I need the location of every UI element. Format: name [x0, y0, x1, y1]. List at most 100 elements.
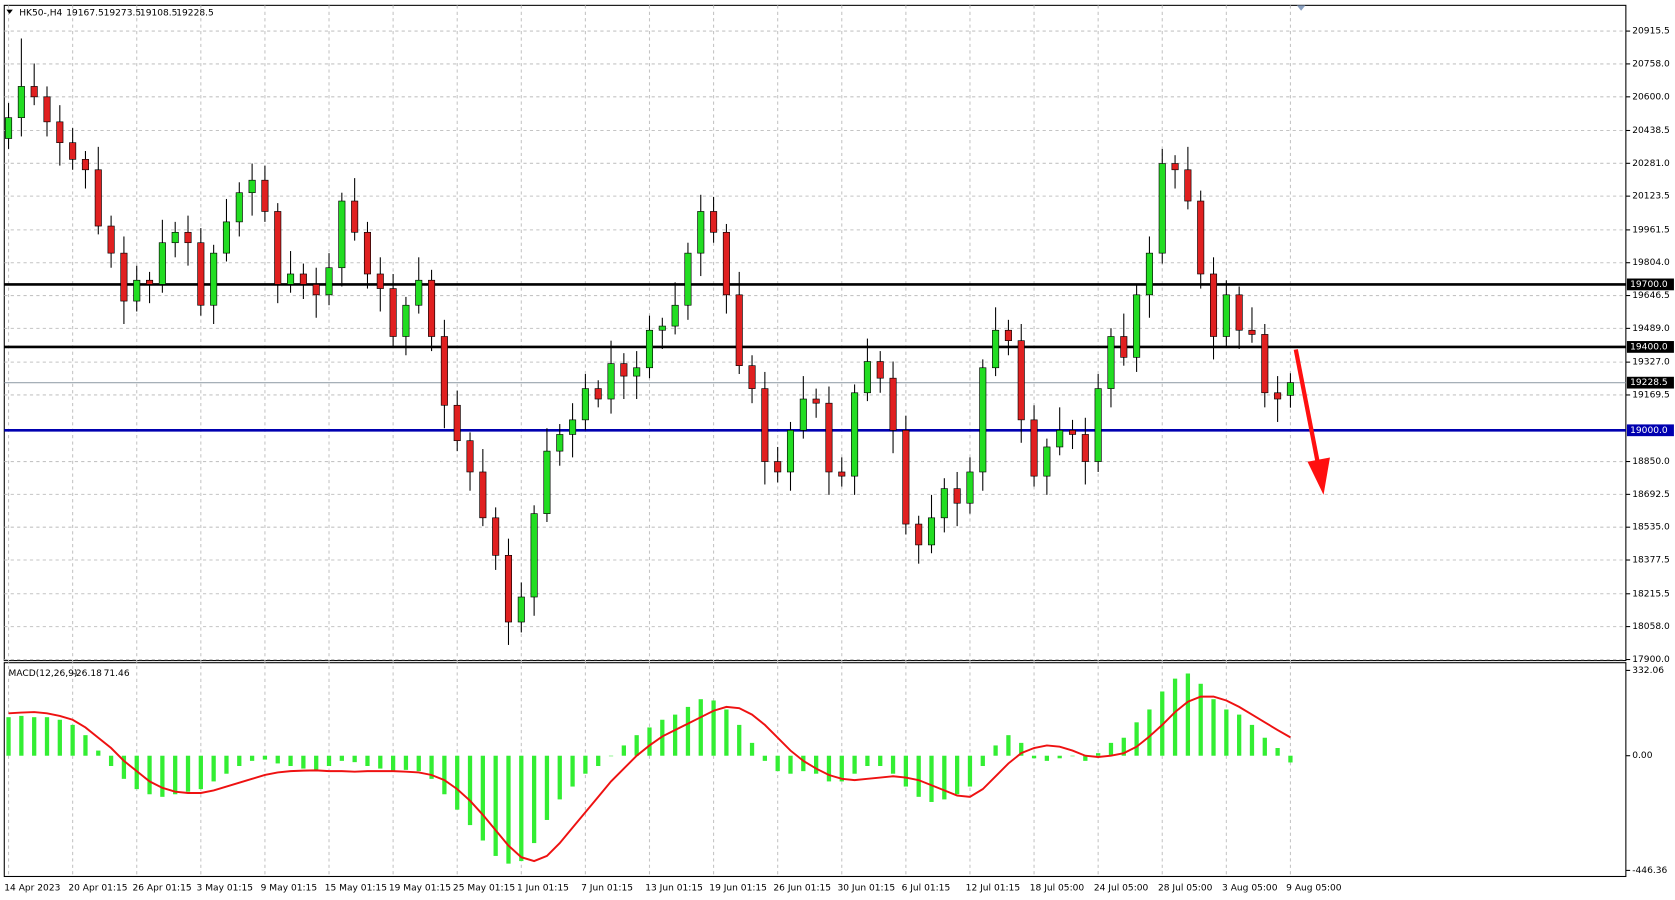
candle-body	[851, 392, 859, 477]
level-label-box	[1626, 341, 1674, 353]
x-tick-label: 9 Aug 05:00	[1286, 884, 1342, 894]
candle-body	[1120, 336, 1128, 358]
last-price-label: 19228.5	[1630, 378, 1668, 388]
macd-bar	[1108, 742, 1114, 756]
candle-body	[581, 388, 589, 421]
candle-body	[517, 596, 525, 623]
candle-body	[197, 242, 205, 306]
candle-body	[966, 471, 974, 504]
macd-bar	[865, 755, 870, 766]
macd-bar	[724, 709, 729, 756]
macd-bar	[570, 755, 575, 787]
y-tick-label: 19169.5	[1632, 390, 1670, 400]
macd-bar	[403, 755, 409, 770]
candle-body	[1197, 200, 1205, 275]
candle-body	[607, 363, 615, 400]
candle-body	[1209, 273, 1218, 337]
macd-bar	[455, 755, 460, 810]
candle-body	[30, 86, 38, 98]
candle-body	[287, 273, 295, 285]
shift-marker	[1296, 5, 1306, 11]
macd-bar	[442, 755, 447, 795]
candle-body	[1043, 446, 1051, 477]
candle-body	[927, 517, 936, 546]
candle-body	[530, 513, 538, 598]
candle-body	[825, 402, 833, 473]
macd-bar	[160, 755, 165, 797]
x-tick-label: 26 Apr 01:15	[132, 884, 191, 894]
candle-body	[351, 200, 359, 233]
candle-body	[1171, 163, 1179, 171]
candle-body	[1158, 163, 1166, 254]
candle-body	[620, 363, 628, 377]
candle-body	[235, 192, 243, 223]
macd-bar	[70, 724, 75, 756]
macd-bar	[1031, 755, 1037, 759]
candle-body	[1017, 340, 1025, 421]
macd-bar	[852, 755, 857, 774]
macd-bar	[980, 755, 985, 766]
candle-body	[786, 429, 795, 473]
level-label: 19000.0	[1630, 426, 1668, 436]
x-tick-label: 25 May 01:15	[453, 884, 515, 894]
macd-bar	[1006, 735, 1011, 756]
macd-signal-value: 71.46	[104, 669, 130, 679]
macd-bar	[608, 755, 614, 757]
candle-body	[81, 159, 89, 171]
plot-layer: 20915.5 20758.0 20600.0 20438.5 20281.0 20123…	[4, 5, 1674, 894]
ohlc-open: 19167.5	[66, 8, 104, 18]
candle-body	[222, 221, 230, 254]
macd-bar	[660, 719, 665, 756]
candle-body	[248, 179, 256, 194]
y-tick-label: 19327.0	[1632, 358, 1670, 368]
x-tick-label: 6 Jul 01:15	[902, 884, 951, 894]
macd-bar	[1249, 724, 1255, 756]
macd-bar	[711, 700, 716, 756]
macd-bar	[1096, 753, 1101, 756]
macd-bar	[262, 755, 268, 760]
macd-bar	[1057, 755, 1062, 759]
y-tick-label: 20758.0	[1632, 59, 1670, 69]
y-tick-label: 17900.0	[1632, 655, 1670, 665]
x-tick-label: 13 Jun 01:15	[645, 884, 703, 894]
macd-bar	[634, 735, 639, 756]
macd-bar	[352, 755, 357, 763]
macd-bar	[621, 745, 626, 756]
candle-body	[325, 267, 333, 296]
macd-bar	[147, 755, 152, 795]
macd-bar	[19, 715, 24, 756]
candle-body	[1222, 294, 1230, 337]
candle-body	[761, 388, 769, 462]
candle-body	[274, 211, 282, 285]
candle-body	[633, 367, 641, 377]
candle-body	[838, 471, 846, 477]
macd-bar	[211, 755, 216, 782]
candle-body	[5, 117, 13, 139]
macd-bar	[839, 755, 844, 782]
macd-bar	[929, 755, 934, 802]
macd-bar	[1211, 699, 1216, 756]
candle-body	[428, 279, 436, 337]
candle-body	[17, 86, 25, 118]
macd-bar	[96, 750, 101, 756]
macd-bar	[198, 755, 203, 790]
candle-body	[1068, 429, 1077, 435]
macd-title: MACD(12,26,9)	[9, 669, 78, 679]
macd-panel-frame	[3, 662, 1627, 878]
candle-body	[735, 294, 743, 366]
candle-body	[671, 304, 679, 327]
x-tick-label: 1 Jun 01:15	[517, 884, 569, 894]
macd-bar	[1237, 714, 1242, 756]
candle-body	[479, 471, 487, 519]
candle-body	[1030, 419, 1038, 477]
candle-body	[594, 388, 602, 400]
macd-bar	[583, 755, 588, 774]
candle-body	[389, 288, 397, 337]
macd-bar	[237, 755, 242, 766]
macd-bar	[185, 755, 191, 792]
candle-body	[492, 517, 500, 556]
macd-bar	[993, 745, 998, 756]
arrow-shaft	[1293, 349, 1321, 466]
macd-bar	[1070, 755, 1075, 757]
